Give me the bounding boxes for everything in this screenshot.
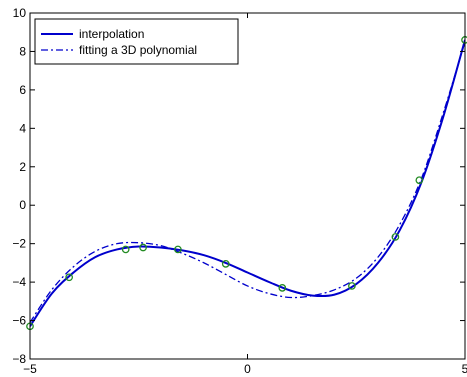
y-tick-label: 4	[19, 121, 26, 135]
series-line-interpolation	[30, 39, 465, 327]
legend-box	[34, 18, 239, 65]
plot-marks	[26, 36, 467, 331]
y-tick-label: 6	[19, 83, 26, 97]
axis-ticks: −5 0 5 −8 −6 −4 −2 0 2 4 6 8 10	[12, 6, 467, 376]
data-point-marker	[174, 245, 182, 254]
y-tick-label: 0	[19, 198, 26, 212]
series-line-polynomial-fit	[30, 41, 465, 323]
legend: interpolation fitting a 3D polynomial	[34, 18, 239, 65]
data-point-marker	[139, 243, 147, 252]
data-point-marker	[65, 273, 74, 282]
x-tick-label: 5	[462, 362, 467, 376]
y-tick-label: −6	[12, 314, 26, 328]
data-point-marker	[348, 282, 356, 290]
x-tick-label: −5	[23, 362, 37, 376]
x-tick-label: 0	[244, 362, 251, 376]
y-tick-label: −8	[12, 352, 26, 366]
legend-label-polynomial-fit: fitting a 3D polynomial	[79, 43, 197, 57]
y-tick-label: −2	[12, 237, 26, 251]
data-point-marker	[221, 259, 230, 268]
data-point-marker	[278, 284, 287, 292]
plot-frame	[29, 12, 466, 360]
y-tick-label: 2	[19, 160, 26, 174]
data-point-marker	[121, 245, 130, 254]
y-tick-label: 8	[19, 44, 26, 58]
legend-label-interpolation: interpolation	[79, 27, 144, 41]
y-tick-label: −4	[12, 275, 26, 289]
data-point-marker	[415, 176, 424, 185]
data-point-marker	[391, 233, 400, 241]
y-tick-label: 10	[13, 6, 27, 20]
